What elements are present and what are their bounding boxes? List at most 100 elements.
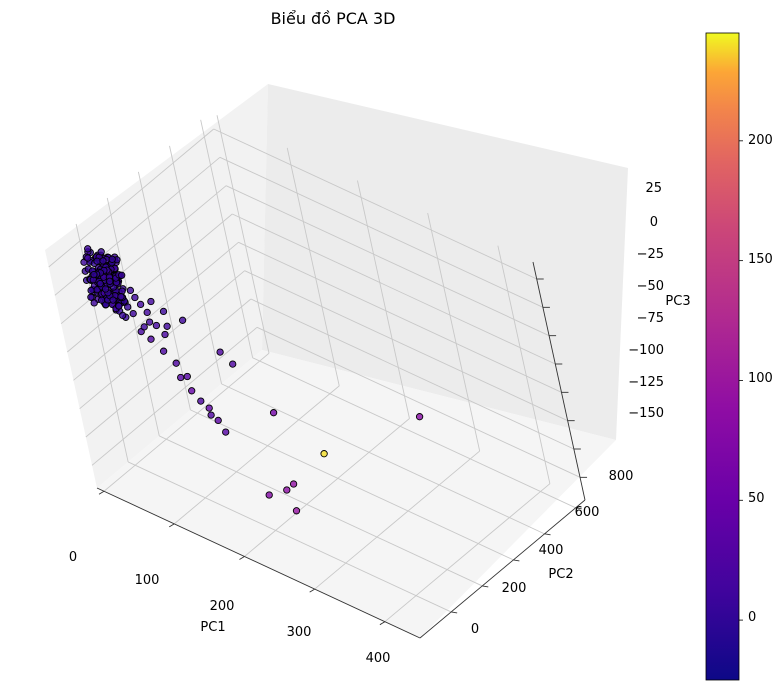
pc1-gridline bbox=[244, 418, 410, 557]
pc1-tick: 0 bbox=[69, 550, 77, 565]
scatter-points bbox=[80, 245, 424, 515]
axis-lines bbox=[96, 261, 588, 639]
scatter-point bbox=[90, 270, 98, 279]
scatter-point bbox=[207, 411, 215, 419]
pc3-tick: −125 bbox=[628, 375, 664, 390]
scatter-point bbox=[93, 257, 101, 265]
scatter-point bbox=[415, 413, 424, 421]
pc3-gridline bbox=[256, 326, 581, 478]
pc3-axis-label: PC3 bbox=[665, 294, 690, 309]
scatter-point bbox=[229, 360, 237, 368]
pc3-tick: −50 bbox=[637, 279, 664, 294]
scatter-point bbox=[159, 347, 168, 355]
pc3-axis bbox=[532, 261, 586, 501]
colorbar-tick: 100 bbox=[748, 371, 773, 386]
pc3-gridline bbox=[238, 241, 562, 393]
scatter-point bbox=[99, 257, 107, 265]
pc1-gridline bbox=[286, 147, 340, 386]
pc2-tick: 400 bbox=[539, 543, 564, 558]
pc1-gridline bbox=[314, 450, 480, 590]
pc3-tick: −100 bbox=[628, 343, 664, 358]
scatter-point bbox=[289, 480, 298, 488]
pc1-tick: 400 bbox=[366, 651, 391, 666]
pc1-tick-mark bbox=[379, 621, 386, 626]
pc3-tick: −75 bbox=[637, 311, 664, 326]
pc1-tick-mark bbox=[169, 523, 175, 528]
colorbar-tick: 200 bbox=[748, 133, 773, 148]
pc3-gridline bbox=[250, 298, 575, 450]
pc1-tick-mark bbox=[239, 556, 245, 560]
pc2-tick-mark bbox=[513, 559, 520, 562]
scatter-point bbox=[188, 387, 196, 395]
colorbar bbox=[705, 32, 740, 681]
scatter-point bbox=[152, 321, 161, 330]
scatter-point bbox=[222, 428, 230, 436]
pc3-gridline bbox=[213, 128, 537, 280]
panes bbox=[45, 84, 628, 638]
pc1-tick: 100 bbox=[135, 573, 160, 588]
scatter-point bbox=[90, 299, 98, 307]
pc3-gridline bbox=[85, 298, 252, 438]
pc2-tick: 200 bbox=[502, 581, 527, 596]
pc3-gridline bbox=[66, 213, 233, 353]
pc2-axis bbox=[419, 499, 586, 639]
pc2-axis-label: PC2 bbox=[548, 567, 573, 582]
scatter-point bbox=[126, 286, 135, 295]
pc3-gridline bbox=[91, 326, 258, 466]
scatter-point bbox=[172, 359, 180, 367]
pc3-tick: −150 bbox=[628, 406, 664, 421]
scatter-point bbox=[265, 491, 273, 499]
pc2-gridline bbox=[221, 383, 545, 535]
scatter-point bbox=[292, 507, 301, 515]
scatter-point bbox=[216, 348, 224, 356]
scatter-point bbox=[117, 293, 125, 301]
scatter-point bbox=[197, 397, 205, 405]
scatter-point bbox=[108, 255, 116, 263]
scatter-point bbox=[84, 254, 92, 262]
scatter-point bbox=[163, 322, 171, 330]
pc2-gridline bbox=[159, 435, 483, 587]
scatter-point bbox=[131, 293, 139, 302]
scatter-point bbox=[118, 271, 126, 279]
pc3-tick: 25 bbox=[645, 181, 662, 196]
scatter-point bbox=[119, 311, 127, 320]
scatter-point bbox=[205, 404, 213, 412]
scatter-point bbox=[143, 308, 151, 317]
scatter-point bbox=[147, 335, 155, 343]
pc1-axis bbox=[96, 487, 421, 639]
pc2-tick: 600 bbox=[575, 505, 600, 520]
pc3-gridline bbox=[79, 270, 245, 410]
scatter-point bbox=[124, 303, 132, 311]
pc2-tick-mark bbox=[451, 611, 458, 614]
scatter-point bbox=[140, 323, 148, 331]
pc2-gridline bbox=[190, 409, 514, 561]
pc2-ticks: 0 200 400 600 800 bbox=[471, 469, 634, 637]
pc2-tick-mark bbox=[544, 533, 551, 536]
pc1-gridline bbox=[497, 245, 551, 484]
pc1-ticks: 0 100 200 300 400 bbox=[69, 550, 391, 666]
pc3-gridline bbox=[244, 270, 568, 422]
pc1-gridline bbox=[173, 385, 340, 525]
scatter-point bbox=[101, 285, 110, 293]
gridlines bbox=[48, 115, 581, 623]
scatter-point bbox=[145, 318, 154, 326]
pc1-gridline bbox=[103, 352, 270, 492]
pc1-tick-mark bbox=[309, 588, 315, 593]
pc3-ticks: 25 0 −25 −50 −75 −100 −125 −150 bbox=[628, 181, 664, 421]
pc3-gridline bbox=[219, 156, 544, 308]
pc1-axis-label: PC1 bbox=[200, 620, 225, 635]
pc2-gridline bbox=[127, 461, 452, 613]
pc1-tick: 300 bbox=[287, 625, 312, 640]
pc3-gridline bbox=[60, 185, 227, 325]
pc1-gridline bbox=[357, 180, 410, 419]
scatter-point bbox=[269, 409, 278, 417]
pc3-tick: −25 bbox=[637, 247, 664, 262]
scatter-point bbox=[214, 416, 222, 425]
pc3-gridline bbox=[232, 213, 556, 365]
colorbar-tick-labels: 0 50 100 150 200 bbox=[748, 133, 773, 625]
pc3-gridline bbox=[73, 241, 239, 381]
scatter-point bbox=[84, 245, 92, 253]
scatter-point bbox=[159, 307, 168, 316]
pc1-gridline bbox=[216, 115, 270, 354]
colorbar-tick: 50 bbox=[748, 491, 765, 506]
